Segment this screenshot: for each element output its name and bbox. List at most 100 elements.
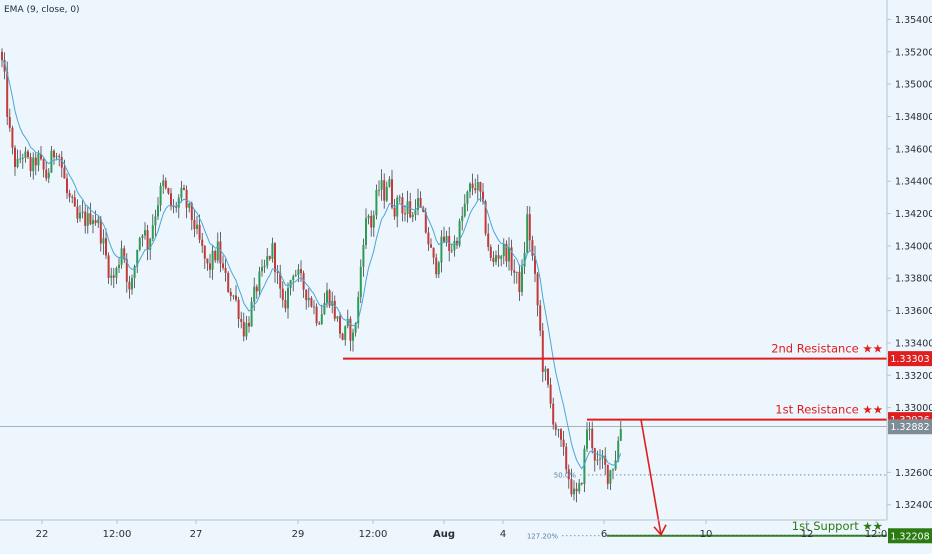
price-tick-label: 1.33600 bbox=[895, 306, 932, 317]
price-tick-label: 1.34800 bbox=[895, 112, 932, 123]
candle-up bbox=[357, 297, 360, 324]
price-tick-label: 1.34600 bbox=[895, 144, 932, 155]
candle-down bbox=[274, 243, 276, 272]
candle-up bbox=[385, 186, 388, 201]
candle-up bbox=[367, 215, 370, 219]
candle-down bbox=[167, 188, 170, 194]
candle-down bbox=[528, 214, 531, 241]
candle-up bbox=[292, 276, 295, 281]
candle-down bbox=[534, 255, 536, 274]
candle-down bbox=[45, 169, 48, 179]
price-tick-label: 1.34000 bbox=[895, 241, 932, 252]
candle-down bbox=[66, 178, 68, 194]
candle-up bbox=[573, 488, 575, 495]
candle-down bbox=[240, 318, 243, 322]
level-price-tag bbox=[888, 528, 932, 544]
candle-up bbox=[453, 240, 456, 251]
candle-down bbox=[229, 291, 232, 296]
candle-up bbox=[508, 247, 510, 262]
candle-down bbox=[479, 182, 482, 192]
time-tick-label: Aug bbox=[433, 529, 455, 540]
candle-down bbox=[40, 153, 42, 160]
candle-down bbox=[456, 240, 458, 246]
candle-up bbox=[617, 440, 620, 461]
candle-down bbox=[219, 241, 222, 264]
candle-down bbox=[541, 330, 544, 372]
candle-up bbox=[110, 275, 113, 278]
candle-down bbox=[300, 269, 302, 274]
candle-up bbox=[253, 286, 256, 302]
candle-down bbox=[224, 267, 227, 273]
candle-up bbox=[47, 172, 50, 179]
candle-down bbox=[341, 333, 344, 340]
candle-up bbox=[216, 241, 219, 261]
candle-down bbox=[76, 206, 79, 219]
price-tick-label: 1.33800 bbox=[895, 274, 932, 285]
time-tick-label: 10 bbox=[700, 529, 713, 540]
candle-down bbox=[11, 127, 14, 148]
candle-down bbox=[183, 187, 185, 190]
candle-down bbox=[71, 196, 74, 198]
price-tick-label: 1.34400 bbox=[895, 177, 932, 188]
time-tick-label: 6 bbox=[601, 529, 607, 540]
candle-down bbox=[14, 147, 16, 167]
candle-up bbox=[599, 458, 601, 460]
candle-down bbox=[279, 272, 282, 289]
candle-up bbox=[354, 323, 357, 333]
time-tick-label: 12:00 bbox=[359, 529, 388, 540]
candle-up bbox=[336, 316, 339, 319]
candle-up bbox=[154, 216, 157, 226]
candle-down bbox=[302, 273, 305, 290]
candle-up bbox=[544, 368, 547, 372]
candle-down bbox=[63, 167, 66, 179]
candle-down bbox=[105, 238, 107, 256]
candle-up bbox=[588, 428, 591, 430]
candle-up bbox=[362, 244, 365, 267]
candle-down bbox=[562, 439, 565, 447]
candle-up bbox=[115, 267, 118, 278]
candle-up bbox=[177, 197, 180, 208]
candle-up bbox=[162, 180, 165, 186]
candle-up bbox=[16, 159, 19, 167]
candle-down bbox=[42, 159, 45, 170]
candle-up bbox=[307, 297, 310, 301]
candle-up bbox=[250, 301, 253, 327]
candle-down bbox=[68, 193, 71, 197]
candle-down bbox=[435, 257, 438, 275]
fib-levels: 50.0% 127.20% bbox=[527, 471, 887, 540]
candle-down bbox=[227, 272, 230, 292]
candle-up bbox=[557, 429, 560, 431]
price-tick-label: 1.35000 bbox=[895, 80, 932, 91]
candle-down bbox=[487, 233, 490, 247]
time-tick-label: 22 bbox=[36, 529, 49, 540]
candle-up bbox=[313, 306, 315, 308]
candle-up bbox=[141, 235, 144, 238]
price-tick-label: 1.32600 bbox=[895, 468, 932, 479]
candle-down bbox=[60, 157, 63, 168]
candle-down bbox=[560, 429, 562, 440]
candle-up bbox=[79, 212, 81, 219]
candle-up bbox=[378, 189, 380, 191]
candle-down bbox=[201, 239, 204, 246]
candle-down bbox=[27, 151, 29, 158]
candle-down bbox=[94, 220, 97, 224]
price-tick-label: 1.34200 bbox=[895, 209, 932, 220]
candle-up bbox=[388, 179, 391, 187]
candle-down bbox=[575, 488, 578, 492]
time-tick-label: 12:00 bbox=[103, 529, 132, 540]
level-price-tag bbox=[888, 351, 932, 367]
candle-down bbox=[112, 275, 115, 278]
candle-down bbox=[430, 244, 432, 248]
candle-down bbox=[193, 220, 196, 229]
candle-down bbox=[315, 306, 318, 324]
axes: 1.35400 1.35200 1.35000 1.34800 1.34600 1.344… bbox=[0, 0, 932, 540]
candle-down bbox=[175, 206, 178, 208]
candle-up bbox=[523, 252, 526, 267]
candle-down bbox=[84, 211, 87, 226]
candle-down bbox=[593, 448, 596, 461]
candle-up bbox=[133, 266, 136, 279]
candle-down bbox=[305, 289, 308, 301]
candle-down bbox=[443, 236, 445, 242]
